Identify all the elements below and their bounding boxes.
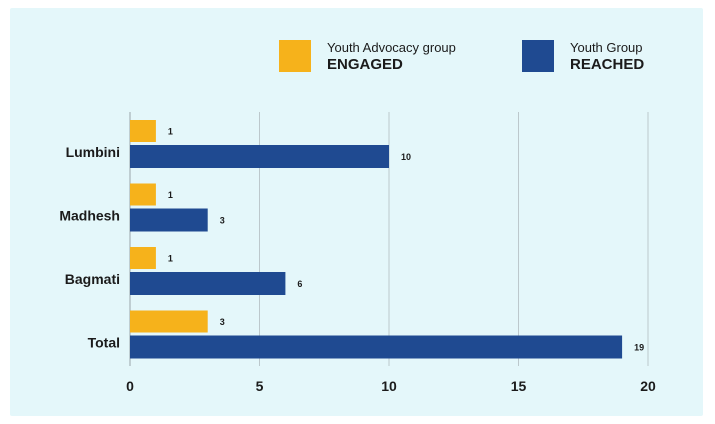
data-label-madhesh-reached: 3 [220,216,225,226]
bar-madhesh-engaged [130,183,156,206]
x-tick-label-15: 15 [511,378,527,394]
x-tick-label-5: 5 [256,378,264,394]
x-tick-label-10: 10 [381,378,397,394]
category-label-lumbini: Lumbini [66,144,120,160]
category-label-total: Total [88,335,120,351]
legend-label-engaged-line1: Youth Advocacy group [327,40,456,55]
bar-lumbini-engaged [130,120,156,142]
data-label-madhesh-engaged: 1 [168,190,173,200]
data-label-bagmati-reached: 6 [297,279,302,289]
data-label-lumbini-reached: 10 [401,152,411,162]
bar-madhesh-reached [130,208,208,232]
bars [130,120,623,359]
bar-total-engaged [130,310,208,333]
bar-lumbini-reached [130,145,389,168]
bar-total-reached [130,335,623,359]
data-label-total-engaged: 3 [220,317,225,327]
x-tick-label-0: 0 [126,378,134,394]
x-tick-label-20: 20 [640,378,656,394]
legend-label-engaged-line2: ENGAGED [327,56,403,73]
data-label-bagmati-engaged: 1 [168,254,173,264]
legend: Youth Advocacy group ENGAGED Youth Group… [279,40,644,73]
labels: 0 5 10 15 20 1 10 Lumbini 1 3 Madhesh 1 6 Bagmati 3 19 T… [59,127,656,395]
data-label-lumbini-engaged: 1 [168,127,173,137]
legend-swatch-reached [522,40,554,72]
legend-swatch-engaged [279,40,311,72]
bar-bagmati-reached [130,272,286,295]
category-label-madhesh: Madhesh [59,208,120,224]
legend-label-reached-line2: REACHED [570,56,644,73]
data-label-total-reached: 19 [634,343,644,353]
category-label-bagmati: Bagmati [65,271,120,287]
legend-label-reached-line1: Youth Group [570,40,643,55]
bar-bagmati-engaged [130,247,156,269]
